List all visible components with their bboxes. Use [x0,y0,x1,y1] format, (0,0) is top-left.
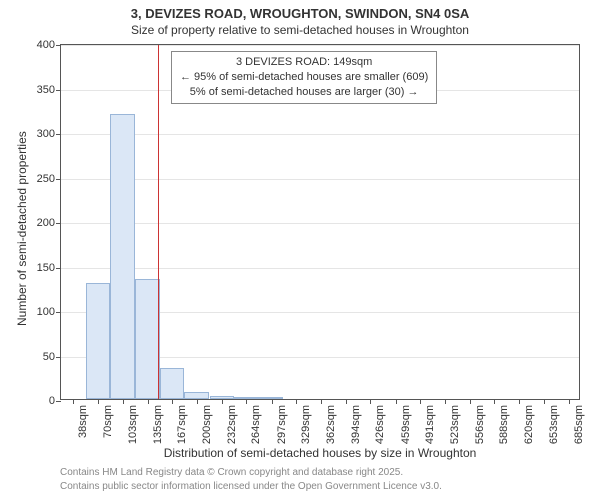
x-tick-mark [73,399,74,404]
footer-line-2: Contains public sector information licen… [60,480,442,494]
y-tick-label: 400 [37,39,55,51]
x-tick-label: 523sqm [449,405,461,444]
x-tick-label: 620sqm [523,405,535,444]
chart-title: 3, DEVIZES ROAD, WROUGHTON, SWINDON, SN4… [0,6,600,21]
chart-subtitle: Size of property relative to semi-detach… [0,23,600,37]
x-tick-mark [98,399,99,404]
x-tick-mark [396,399,397,404]
histogram-bar [184,392,209,399]
x-tick-label: 264sqm [250,405,262,444]
x-tick-mark [222,399,223,404]
y-tick-label: 200 [37,217,55,229]
x-tick-mark [321,399,322,404]
y-tick-label: 150 [37,262,55,274]
x-tick-label: 38sqm [77,405,89,438]
x-axis-label: Distribution of semi-detached houses by … [60,446,580,460]
x-tick-label: 394sqm [350,405,362,444]
reference-line [158,45,159,399]
histogram-bar [110,114,135,399]
x-tick-mark [569,399,570,404]
annotation-line-3: 5% of semi-detached houses are larger (3… [180,85,428,100]
histogram-bar [160,368,185,399]
x-tick-mark [445,399,446,404]
annotation-box: 3 DEVIZES ROAD: 149sqm ← 95% of semi-det… [171,51,437,104]
x-tick-label: 167sqm [176,405,188,444]
annotation-line-1: 3 DEVIZES ROAD: 149sqm [180,55,428,70]
x-tick-label: 459sqm [400,405,412,444]
y-tick-label: 250 [37,173,55,185]
plot-area: 05010015020025030035040038sqm70sqm103sqm… [60,44,580,400]
y-tick-mark [56,45,61,46]
x-tick-label: 426sqm [374,405,386,444]
y-tick-label: 100 [37,306,55,318]
x-tick-mark [470,399,471,404]
x-tick-mark [296,399,297,404]
histogram-bar [135,279,160,399]
annotation-line-2: ← 95% of semi-detached houses are smalle… [180,70,428,85]
y-tick-mark [56,357,61,358]
x-tick-mark [123,399,124,404]
gridline [61,268,579,269]
gridline [61,134,579,135]
x-tick-label: 556sqm [474,405,486,444]
x-tick-label: 653sqm [548,405,560,444]
x-tick-mark [172,399,173,404]
property-size-chart: 3, DEVIZES ROAD, WROUGHTON, SWINDON, SN4… [0,0,600,500]
y-axis-label: Number of semi-detached properties [15,131,29,326]
y-tick-label: 50 [43,351,55,363]
footer-line-1: Contains HM Land Registry data © Crown c… [60,466,442,480]
x-tick-mark [544,399,545,404]
x-tick-label: 362sqm [325,405,337,444]
x-tick-label: 103sqm [127,405,139,444]
gridline [61,179,579,180]
x-tick-label: 491sqm [424,405,436,444]
chart-footer: Contains HM Land Registry data © Crown c… [60,466,442,493]
y-tick-mark [56,401,61,402]
y-tick-label: 300 [37,128,55,140]
y-tick-mark [56,90,61,91]
y-tick-mark [56,223,61,224]
x-tick-label: 232sqm [226,405,238,444]
x-tick-label: 297sqm [276,405,288,444]
x-tick-label: 135sqm [152,405,164,444]
x-tick-label: 588sqm [498,405,510,444]
x-tick-mark [148,399,149,404]
x-tick-label: 200sqm [201,405,213,444]
y-tick-mark [56,312,61,313]
x-tick-label: 329sqm [300,405,312,444]
x-tick-label: 685sqm [573,405,585,444]
x-tick-mark [246,399,247,404]
x-tick-mark [197,399,198,404]
histogram-bar [86,283,111,399]
y-tick-mark [56,179,61,180]
y-tick-mark [56,268,61,269]
x-tick-mark [519,399,520,404]
x-tick-mark [370,399,371,404]
x-tick-mark [420,399,421,404]
x-tick-mark [346,399,347,404]
gridline [61,45,579,46]
y-tick-label: 350 [37,84,55,96]
x-tick-mark [272,399,273,404]
x-tick-label: 70sqm [102,405,114,438]
x-tick-mark [494,399,495,404]
y-tick-mark [56,134,61,135]
gridline [61,223,579,224]
y-tick-label: 0 [49,395,55,407]
